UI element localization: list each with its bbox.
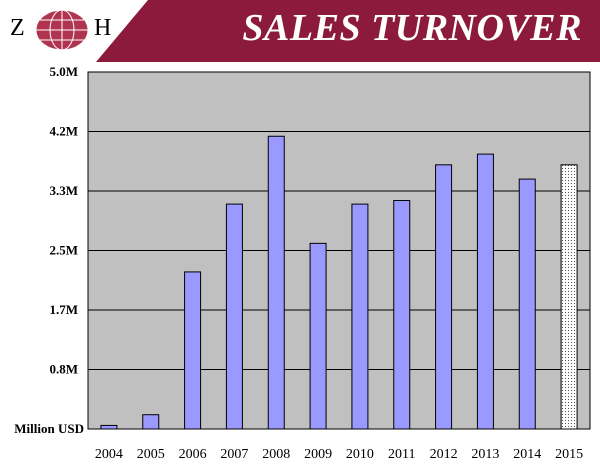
bar-2012 — [435, 164, 453, 430]
y-tick-label: 0.8M — [49, 362, 78, 377]
x-tick-label: 2014 — [513, 447, 541, 462]
logo-letter-z: Z — [10, 15, 26, 41]
x-tick-label: 2012 — [430, 447, 458, 462]
bar-2010 — [351, 203, 369, 430]
logo-letter-h: H — [94, 15, 113, 41]
y-tick-label: 4.2M — [49, 124, 78, 139]
x-tick-label: 2009 — [304, 447, 332, 462]
bar-2006 — [184, 271, 202, 430]
y-tick-label: 3.3M — [49, 183, 78, 198]
company-logo: Z H — [0, 0, 130, 62]
chart-title: SALES TURNOVER — [242, 7, 582, 49]
y-axis-unit-label: Million USD — [14, 421, 84, 436]
x-tick-label: 2013 — [471, 447, 499, 462]
y-tick-label: 2.5M — [49, 243, 78, 258]
bar-2014 — [518, 178, 536, 430]
banner-background — [96, 0, 600, 62]
bar-chart: Million USD 0.8M 1.7M 2.5M 3.3M 4.2M 5.0M 2004 2… — [14, 64, 591, 462]
banner-shape — [96, 0, 600, 62]
bar-2004 — [100, 424, 118, 430]
bar-2009 — [309, 242, 327, 430]
bar-2011 — [393, 200, 411, 430]
x-tick-label: 2005 — [137, 447, 165, 462]
bar-2015 — [560, 164, 578, 430]
plot-border — [87, 71, 591, 430]
bar-2007 — [225, 203, 243, 430]
globe-icon — [35, 9, 89, 51]
y-tick-label: 1.7M — [49, 302, 78, 317]
x-tick-label: 2011 — [388, 447, 415, 462]
x-tick-label: 2015 — [555, 447, 583, 462]
x-tick-label: 2010 — [346, 447, 374, 462]
x-tick-label: 2008 — [262, 447, 290, 462]
x-tick-label: 2007 — [220, 447, 248, 462]
bar-2013 — [476, 153, 494, 430]
x-tick-label: 2006 — [179, 447, 207, 462]
bar-2008 — [267, 135, 285, 430]
x-tick-label: 2004 — [95, 447, 123, 462]
y-tick-label: 5.0M — [49, 64, 78, 79]
header-banner: Z H SALES TURNOVER — [0, 0, 600, 62]
bar-2005 — [142, 414, 160, 430]
